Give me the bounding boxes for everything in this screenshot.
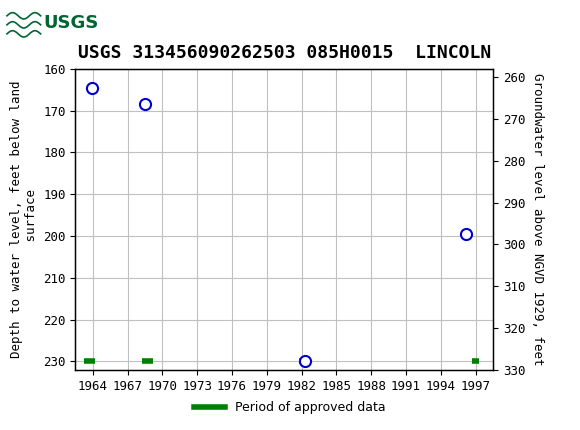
Legend: Period of approved data: Period of approved data — [189, 396, 391, 419]
Y-axis label: Groundwater level above NGVD 1929, feet: Groundwater level above NGVD 1929, feet — [531, 73, 544, 366]
Y-axis label: Depth to water level, feet below land
 surface: Depth to water level, feet below land su… — [10, 80, 38, 358]
FancyBboxPatch shape — [6, 3, 116, 42]
Title: USGS 313456090262503 085H0015  LINCOLN: USGS 313456090262503 085H0015 LINCOLN — [78, 44, 491, 61]
Text: USGS: USGS — [44, 14, 99, 31]
